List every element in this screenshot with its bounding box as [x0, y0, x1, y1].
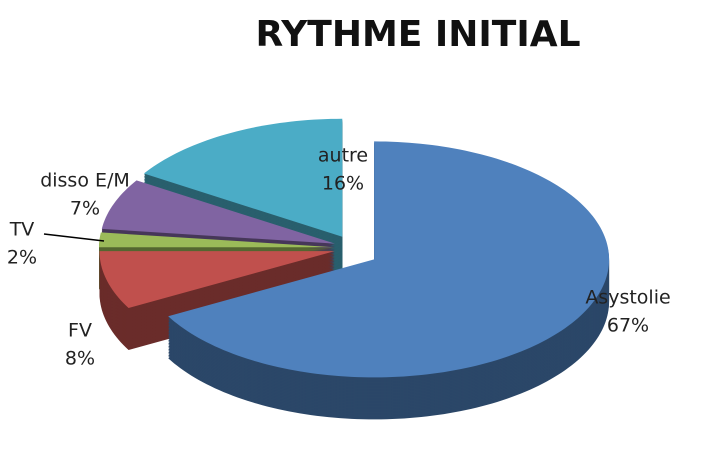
- slice: [143, 118, 343, 237]
- slice: [101, 180, 335, 244]
- slice: [99, 251, 335, 309]
- slice: [99, 232, 335, 248]
- data-label-value: 2%: [7, 247, 37, 269]
- data-label-name: TV: [9, 219, 35, 241]
- data-label-value: 8%: [65, 348, 95, 370]
- data-label-name: FV: [68, 320, 92, 342]
- data-label-name: Asystolie: [585, 287, 670, 309]
- data-label-value: 16%: [322, 173, 364, 195]
- chart-title: RYTHME INITIAL: [255, 14, 580, 55]
- data-label-name: autre: [318, 145, 368, 167]
- data-label-name: disso E/M: [40, 170, 130, 192]
- slice: [168, 141, 610, 378]
- data-label-value: 7%: [70, 198, 100, 220]
- leader-line: [43, 233, 105, 242]
- data-label-value: 67%: [607, 315, 649, 337]
